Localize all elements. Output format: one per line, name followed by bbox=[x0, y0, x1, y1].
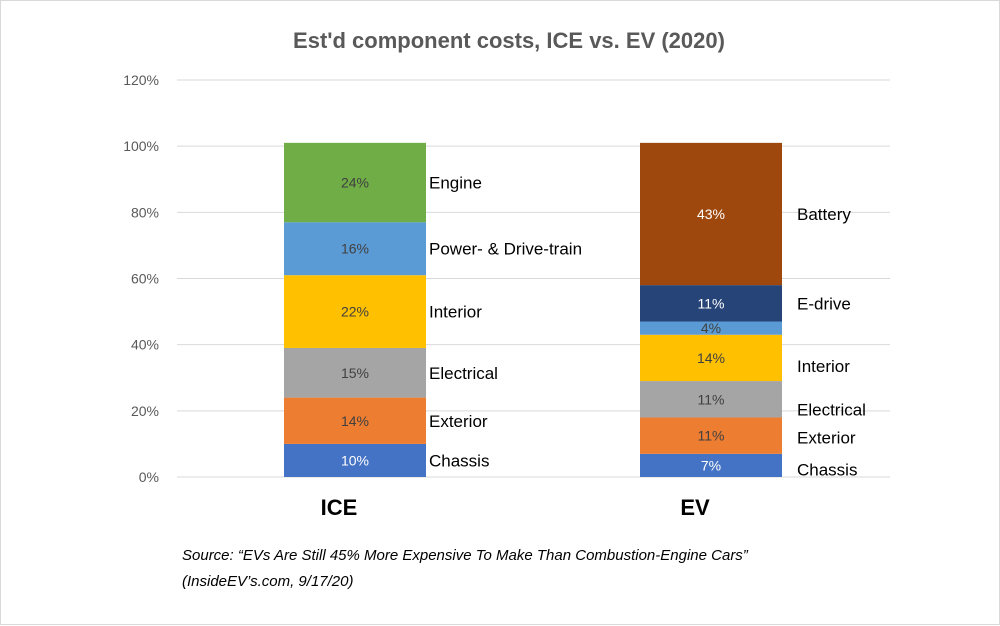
source-line-2: (InsideEV’s.com, 9/17/20) bbox=[182, 573, 354, 590]
segment-name-label: Electrical bbox=[797, 400, 866, 419]
segment-name-label: Chassis bbox=[797, 460, 857, 479]
source-citation: Source: “EVs Are Still 45% More Expensiv… bbox=[182, 543, 942, 595]
segment-value-label: 43% bbox=[697, 206, 725, 222]
segment-value-label: 4% bbox=[701, 320, 721, 336]
bar-segment bbox=[284, 142, 426, 223]
segment-name-label: Engine bbox=[429, 174, 482, 193]
segment-name-label: E-drive bbox=[797, 294, 851, 313]
segment-value-label: 15% bbox=[341, 365, 369, 381]
segment-value-label: 10% bbox=[341, 452, 369, 468]
bar-segment bbox=[284, 443, 426, 477]
segment-name-label: Exterior bbox=[797, 429, 856, 448]
source-line-1: Source: “EVs Are Still 45% More Expensiv… bbox=[182, 547, 748, 564]
bar-segment bbox=[640, 453, 782, 477]
segment-value-label: 14% bbox=[341, 413, 369, 429]
bar-segment bbox=[640, 321, 782, 335]
bar-segment bbox=[640, 334, 782, 382]
segment-value-label: 11% bbox=[698, 391, 725, 407]
bar-segment bbox=[640, 381, 782, 418]
segment-value-label: 16% bbox=[341, 241, 369, 257]
segment-value-label: 14% bbox=[697, 350, 725, 366]
bar-segment bbox=[284, 397, 426, 444]
bar-segment bbox=[640, 285, 782, 322]
segment-value-label: 11% bbox=[698, 295, 725, 311]
y-tick-label: 60% bbox=[131, 271, 159, 287]
y-tick-label: 40% bbox=[131, 337, 159, 353]
segment-name-label: Power- & Drive-train bbox=[429, 240, 582, 259]
y-tick-label: 0% bbox=[139, 469, 159, 485]
x-axis-categories: ICE EV bbox=[321, 495, 710, 520]
bar-segment bbox=[284, 222, 426, 276]
chart-title: Est'd component costs, ICE vs. EV (2020) bbox=[293, 28, 725, 53]
segment-value-label: 11% bbox=[698, 428, 725, 444]
x-category-label: EV bbox=[680, 495, 710, 520]
segment-name-label: Chassis bbox=[429, 451, 489, 470]
segment-name-label: Interior bbox=[797, 357, 850, 376]
y-tick-label: 20% bbox=[131, 403, 159, 419]
segment-value-label: 7% bbox=[701, 457, 721, 473]
segment-name-label: Electrical bbox=[429, 364, 498, 383]
bars: 10% Chassis 14% Exterior 15% Electrical 22% Int… bbox=[284, 142, 866, 479]
segment-name-label: Exterior bbox=[429, 412, 488, 431]
gridlines bbox=[177, 79, 890, 478]
x-category-label: ICE bbox=[321, 495, 358, 520]
segment-name-label: Battery bbox=[797, 205, 851, 224]
y-tick-label: 120% bbox=[123, 72, 159, 88]
bar-segment bbox=[640, 142, 782, 286]
bar-segment bbox=[284, 347, 426, 398]
y-tick-label: 100% bbox=[123, 138, 159, 154]
bar-segment bbox=[284, 275, 426, 348]
bar-segment bbox=[640, 417, 782, 454]
segment-value-label: 24% bbox=[341, 175, 369, 191]
segment-value-label: 22% bbox=[341, 304, 369, 320]
y-tick-label: 80% bbox=[131, 204, 159, 220]
y-axis-ticks: 0% 20% 40% 60% 80% 100% 120% bbox=[123, 72, 159, 485]
segment-name-label: Interior bbox=[429, 303, 482, 322]
